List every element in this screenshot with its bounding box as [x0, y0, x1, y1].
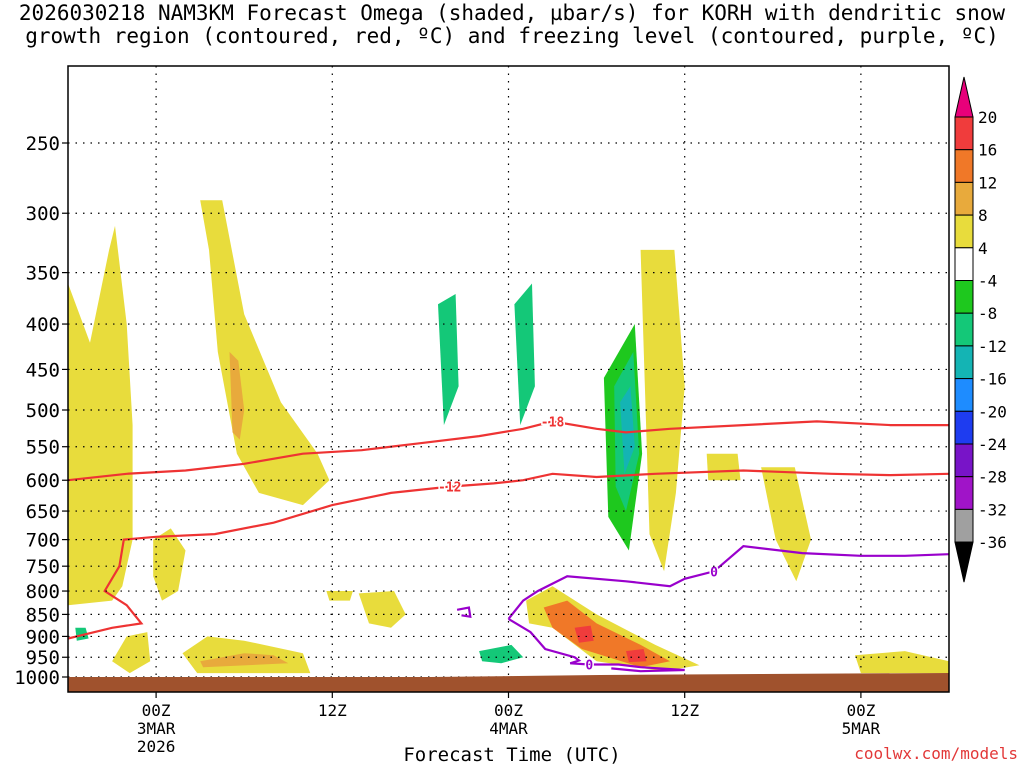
x-tick-year-0: 2026: [137, 737, 176, 756]
colorbar-label-12: -32: [978, 500, 1007, 519]
contour-label-dgz-minus18: -18: [541, 415, 565, 430]
colorbar-label-0: 20: [978, 108, 997, 127]
colorbar-label-1: 16: [978, 141, 997, 160]
y-tick-label-600: 600: [26, 470, 60, 492]
y-tick-label-850: 850: [26, 604, 60, 626]
y-tick-label-950: 950: [26, 647, 60, 669]
omega-region-low-cyan-blob: [479, 644, 524, 664]
omega-region-mid-green-tower-e: [555, 110, 604, 556]
omega-region-right-yellow-blob: [761, 467, 811, 582]
omega-region-yellow-lowleft: [112, 632, 151, 674]
omega-region-right-yellow-small: [706, 453, 741, 481]
omega-region-mid-green-tower-a: [388, 213, 428, 540]
y-tick-label-700: 700: [26, 530, 60, 552]
y-tick-label-750: 750: [26, 556, 60, 578]
colorbar-label-11: -28: [978, 468, 1007, 487]
colorbar-swatch-12: [954, 476, 974, 510]
chart-title-line1: 2026030218 NAM3KM Forecast Omega (shaded…: [18, 1, 1006, 25]
contour-dgz-minus12: [68, 469, 949, 640]
omega-region-cyan-core-a: [438, 294, 459, 426]
contour-dgz-minus18: [68, 420, 949, 482]
colorbar-label-2: 12: [978, 173, 997, 192]
x-tick-date-0: 3MAR: [137, 719, 176, 738]
terrain-ground: [68, 673, 949, 692]
contour-freezing-level-low: [507, 617, 685, 673]
omega-region-low-red-b: [626, 649, 647, 663]
omega-region-early-orange-core: [229, 351, 245, 440]
y-tick-label-450: 450: [26, 359, 60, 381]
colorbar-label-9: -20: [978, 402, 1007, 421]
y-tick-label-550: 550: [26, 437, 60, 459]
colorbar-swatch-4: [954, 214, 974, 249]
y-tick-label-900: 900: [26, 626, 60, 648]
colorbar-label-8: -16: [978, 370, 1007, 389]
omega-region-early-green-mid: [170, 304, 186, 378]
omega-region-blue-core: [620, 386, 635, 474]
omega-region-left-edge-4: [68, 225, 133, 606]
x-tick-label-0: 00Z: [142, 701, 171, 720]
colorbar-label-10: -24: [978, 435, 1007, 454]
contour-label-freezing-level-low: 0: [585, 658, 593, 673]
colorbar-swatch-7: [954, 312, 974, 347]
x-tick-label-48: 00Z: [846, 701, 875, 720]
omega-region-cyan-core-b: [514, 283, 535, 426]
x-tick-date-48: 5MAR: [842, 719, 881, 738]
x-tick-label-12: 12Z: [318, 701, 347, 720]
colorbar-label-4: 4: [978, 239, 988, 258]
colorbar-top-arrow: [954, 76, 974, 118]
colorbar-swatch-10: [954, 410, 974, 445]
contour-freezing-level-bit: [456, 606, 472, 619]
omega-region-yellow-700: [153, 528, 186, 601]
colorbar-swatch-6: [954, 280, 974, 314]
colorbar-swatch-9: [954, 378, 974, 412]
omega-region-far-left-green: [72, 66, 89, 214]
colorbar-bottom-arrow: [954, 541, 974, 583]
y-tick-label-400: 400: [26, 314, 60, 336]
omega-region-far-right-yellow: [855, 651, 949, 674]
colorbar-swatch-13: [954, 508, 974, 543]
chart-title: 2026030218 NAM3KM Forecast Omega (shaded…: [0, 2, 1024, 48]
y-tick-label-350: 350: [26, 263, 60, 285]
colorbar-swatch-5: [954, 247, 974, 282]
colorbar-swatch-3: [954, 181, 974, 216]
y-tick-label-650: 650: [26, 501, 60, 523]
colorbar-label-6: -8: [978, 304, 997, 323]
colorbar-swatch-8: [954, 345, 974, 380]
colorbar-swatch-11: [954, 443, 974, 478]
omega-region-right-yellow-tower: [640, 249, 685, 572]
colorbar-label-3: 8: [978, 206, 988, 225]
x-tick-label-24: 00Z: [494, 701, 523, 720]
x-axis-label: Forecast Time (UTC): [403, 744, 621, 766]
y-tick-label-1000: 1000: [14, 667, 60, 689]
y-tick-label-500: 500: [26, 400, 60, 422]
colorbar-label-13: -36: [978, 533, 1007, 552]
chart-title-line2: growth region (contoured, red, ºC) and f…: [25, 24, 999, 48]
colorbar-swatch-2: [954, 149, 974, 183]
contour-label-freezing-level: 0: [710, 565, 718, 580]
x-tick-label-36: 12Z: [670, 701, 699, 720]
site-credit: coolwx.com/models: [854, 744, 1018, 763]
colorbar-swatch-1: [954, 116, 974, 151]
omega-region-low-yellow-bump: [358, 591, 406, 628]
colorbar-label-7: -12: [978, 337, 1007, 356]
omega-region-early-green-top: [156, 93, 182, 207]
colorbar-label-5: -4: [978, 272, 997, 291]
contour-label-dgz-minus12: -12: [438, 481, 461, 496]
omega-region-orange-950-band: [200, 653, 289, 668]
omega-region-low-yellow-tiny: [326, 591, 353, 601]
y-tick-label-250: 250: [26, 133, 60, 155]
contour-freezing-level: [507, 545, 949, 620]
omega-region-low-red-a: [574, 625, 594, 643]
y-tick-label-300: 300: [26, 203, 60, 225]
x-tick-date-24: 4MAR: [489, 719, 528, 738]
y-tick-label-800: 800: [26, 581, 60, 603]
